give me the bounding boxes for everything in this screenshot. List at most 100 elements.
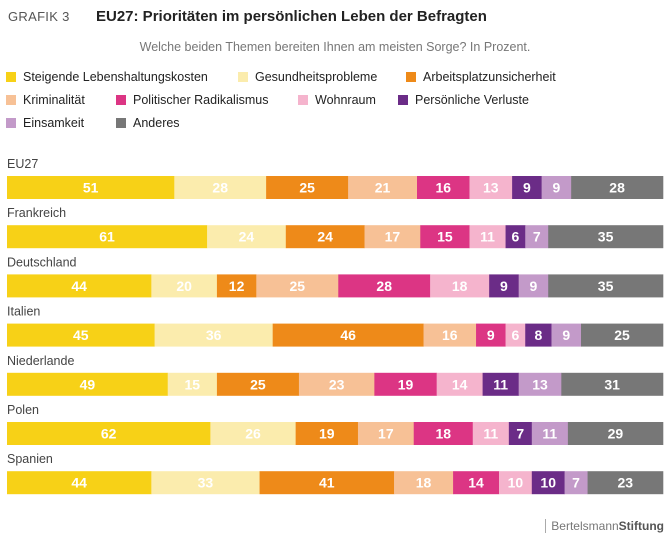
category-label: Deutschland: [7, 255, 77, 269]
bar-segment: [482, 372, 519, 396]
bar-segment: [476, 323, 506, 347]
bar-segment: [541, 176, 572, 199]
category-label: Spanien: [7, 452, 53, 466]
bar-segment: [357, 422, 415, 445]
legend-swatch: [6, 72, 16, 82]
data-label: 18: [452, 278, 468, 294]
bar-segment: [272, 323, 424, 347]
data-label: 9: [523, 180, 531, 196]
data-label: 19: [398, 376, 414, 392]
data-label: 31: [604, 376, 620, 392]
bar-segment: [581, 323, 664, 347]
bar-segment: [285, 225, 365, 249]
bar-segment: [417, 176, 470, 199]
legend-swatch: [6, 118, 16, 128]
data-label: 35: [598, 229, 614, 245]
data-label: 25: [250, 376, 266, 392]
bar-segment: [7, 176, 175, 199]
data-label: 18: [416, 475, 432, 491]
bar-segment: [364, 225, 421, 249]
data-label: 17: [378, 426, 394, 442]
bar-segment: [525, 323, 552, 347]
data-label: 28: [609, 180, 625, 196]
bar-segment: [518, 372, 562, 396]
bar-segment: [571, 176, 664, 199]
bar-segment: [7, 372, 169, 396]
bar-segment: [551, 323, 582, 347]
legend-item: Persönliche Verluste: [398, 93, 529, 107]
data-label: 6: [512, 229, 520, 245]
bar-segment: [348, 176, 418, 199]
bar-segment: [505, 225, 526, 249]
footer-brand: Bertelsmann Stiftung: [545, 519, 664, 533]
bar-segment: [436, 372, 483, 396]
data-label: 7: [533, 229, 541, 245]
data-label: 17: [385, 229, 401, 245]
bar-segment: [7, 225, 208, 249]
bar-segment: [7, 422, 211, 445]
bar-segment: [7, 471, 152, 495]
data-label: 44: [71, 278, 87, 294]
bar-segment: [7, 323, 155, 347]
data-label: 15: [185, 376, 201, 392]
bar-segment: [548, 274, 664, 298]
bar-segment: [151, 274, 218, 298]
bar-segment: [259, 471, 395, 495]
data-label: 26: [245, 426, 261, 442]
bar-segment: [216, 372, 300, 396]
legend-swatch: [116, 118, 126, 128]
legend-label: Steigende Lebenshaltungskosten: [23, 70, 208, 84]
legend-label: Politischer Radikalismus: [133, 93, 269, 107]
bar-segment: [489, 274, 519, 298]
data-label: 18: [435, 426, 451, 442]
bar-segment: [210, 422, 296, 445]
bar-segment: [174, 176, 267, 199]
stacked-bar-chart: EU27 51 28 25 21 16 13 9 9 28 Frankreich 61 24 24 17 15…: [7, 157, 664, 495]
bar-segment: [167, 372, 218, 396]
category-label: Italien: [7, 305, 40, 319]
legend-swatch: [238, 72, 248, 82]
legend-item: Politischer Radikalismus: [116, 93, 268, 107]
bar-segment: [561, 372, 664, 396]
data-label: 7: [516, 426, 524, 442]
data-label: 9: [487, 327, 495, 343]
data-label: 9: [530, 278, 538, 294]
bar-segment: [394, 471, 454, 495]
bar-segment: [531, 422, 569, 445]
category-label: EU27: [7, 157, 38, 171]
legend-item: Arbeitsplatzunsicherheit: [406, 70, 556, 84]
chart-subtitle: Welche beiden Themen bereiten Ihnen am m…: [139, 40, 531, 54]
data-label: 6: [512, 327, 520, 343]
legend-label: Anderes: [133, 116, 180, 130]
bar-segment: [430, 274, 490, 298]
data-label: 25: [299, 180, 315, 196]
data-label: 10: [508, 475, 524, 491]
brand-name-bold: Stiftung: [618, 519, 664, 533]
category-label: Niederlande: [7, 354, 74, 368]
data-label: 21: [375, 180, 391, 196]
legend-item: Wohnraum: [298, 93, 376, 107]
data-label: 61: [99, 229, 115, 245]
data-label: 14: [468, 475, 484, 491]
footer-divider: [545, 519, 547, 533]
bar-segment: [154, 323, 273, 347]
legend-swatch: [116, 95, 126, 105]
legend-item: Steigende Lebenshaltungskosten: [6, 70, 208, 84]
legend-swatch: [406, 72, 416, 82]
bar-segment: [469, 225, 506, 249]
bar-segment: [151, 471, 260, 495]
data-label: 16: [435, 180, 451, 196]
data-label: 13: [483, 180, 499, 196]
bar-segment: [453, 471, 500, 495]
data-label: 45: [73, 327, 89, 343]
bar-segment: [207, 225, 287, 249]
legend-label: Wohnraum: [315, 93, 376, 107]
legend-swatch: [6, 95, 16, 105]
bar-segment: [266, 176, 349, 199]
data-label: 15: [437, 229, 453, 245]
bar-segment: [518, 274, 549, 298]
data-label: 36: [206, 327, 222, 343]
data-label: 23: [329, 376, 345, 392]
data-label: 25: [614, 327, 630, 343]
bar-segment: [499, 471, 533, 495]
